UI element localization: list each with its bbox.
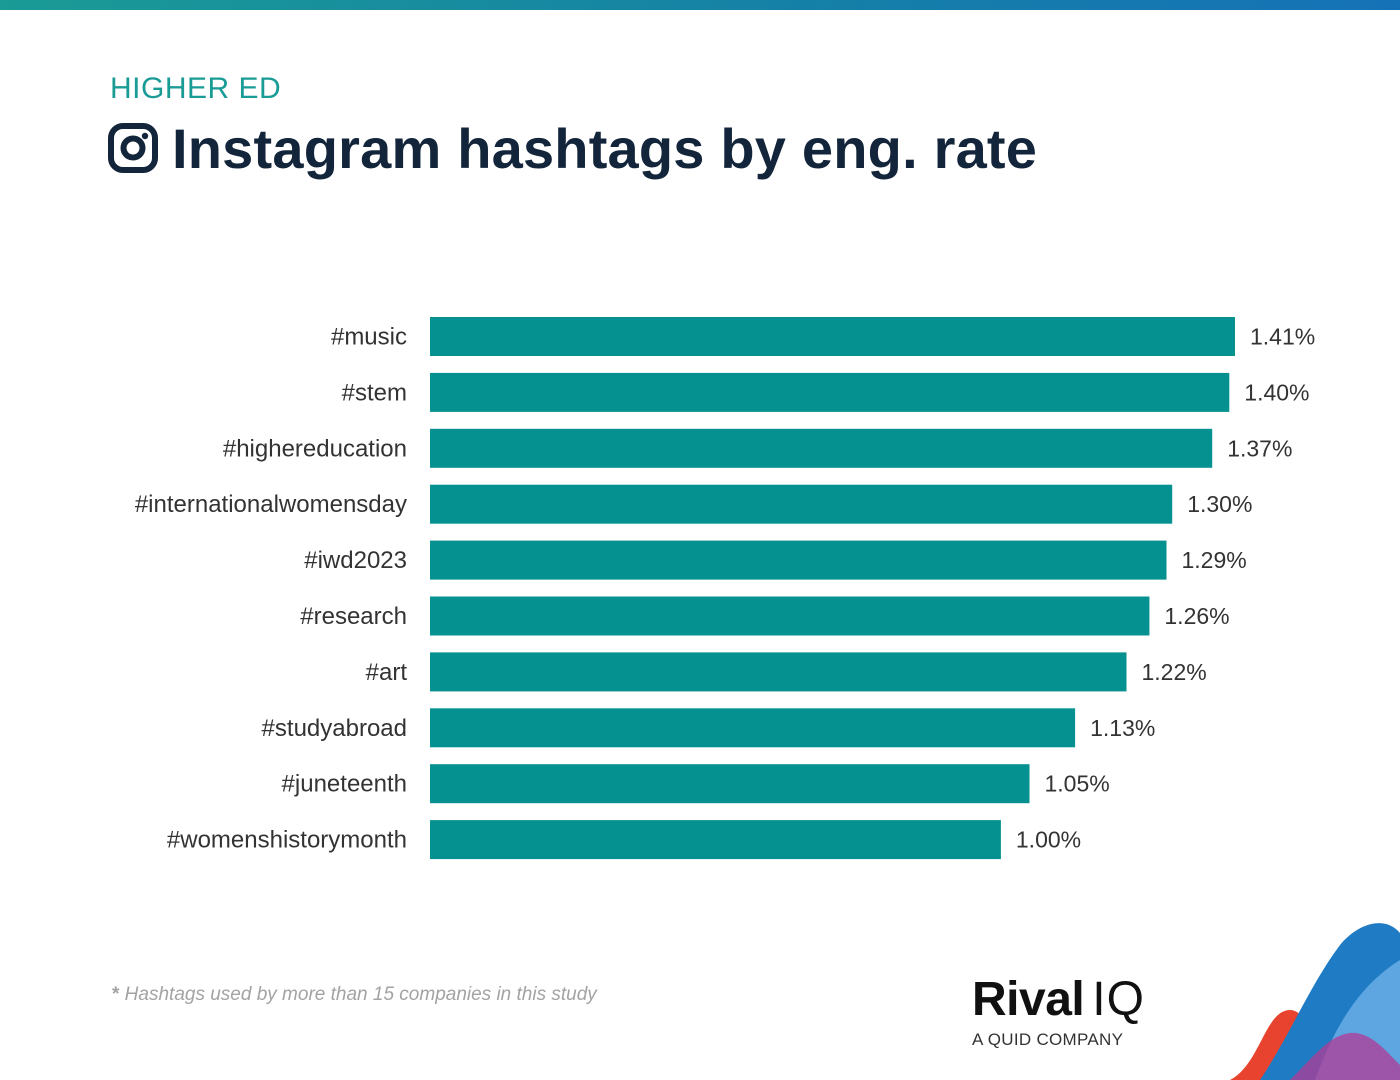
bar-internationalwomensday bbox=[430, 484, 1173, 524]
brand-tagline: A QUID COMPANY bbox=[972, 1030, 1124, 1049]
value-label: 1.13% bbox=[1090, 715, 1155, 741]
decorative-corner-wave bbox=[1230, 923, 1400, 1080]
brand-name-bold: Rival bbox=[972, 973, 1085, 1026]
category-label: #iwd2023 bbox=[304, 547, 407, 574]
footnote-star: * bbox=[112, 984, 120, 1005]
value-label: 1.40% bbox=[1244, 379, 1309, 405]
bar-womenshistorymonth bbox=[430, 820, 1001, 860]
value-label: 1.37% bbox=[1227, 435, 1292, 461]
top-accent-stripe bbox=[0, 0, 1400, 10]
category-label: #studyabroad bbox=[262, 715, 407, 742]
brand-name-light: IQ bbox=[1092, 973, 1145, 1026]
chart-title: Instagram hashtags by eng. rate bbox=[172, 116, 1038, 180]
category-label: #art bbox=[366, 659, 408, 686]
bar-research bbox=[430, 596, 1150, 636]
bar-highereducation bbox=[430, 428, 1213, 468]
value-label: 1.00% bbox=[1016, 827, 1081, 853]
category-label: #music bbox=[331, 324, 407, 351]
value-label: 1.26% bbox=[1164, 603, 1229, 629]
footnote: * Hashtags used by more than 15 companie… bbox=[112, 984, 597, 1006]
value-label: 1.30% bbox=[1187, 491, 1252, 517]
category-label: #internationalwomensday bbox=[135, 491, 407, 518]
value-label: 1.22% bbox=[1142, 659, 1207, 685]
brand-logo: Rival IQ A QUID COMPANY bbox=[972, 972, 1212, 1050]
value-label: 1.41% bbox=[1250, 324, 1315, 350]
category-label: #juneteenth bbox=[282, 771, 407, 798]
instagram-icon bbox=[108, 123, 158, 173]
category-eyebrow: HIGHER ED bbox=[110, 72, 282, 105]
bar-studyabroad bbox=[430, 708, 1076, 748]
bar-stem bbox=[430, 372, 1230, 412]
bar-iwd2023 bbox=[430, 540, 1167, 580]
footnote-text: Hashtags used by more than 15 companies … bbox=[119, 984, 597, 1005]
category-label: #highereducation bbox=[223, 435, 407, 462]
bar-art bbox=[430, 652, 1127, 692]
brand-name: Rival IQ bbox=[972, 972, 1212, 1028]
title-row: Instagram hashtags by eng. rate bbox=[108, 113, 1037, 183]
value-label: 1.05% bbox=[1045, 771, 1110, 797]
category-label: #womenshistorymonth bbox=[167, 827, 407, 854]
category-label: #research bbox=[300, 603, 407, 630]
bar-music bbox=[430, 317, 1235, 356]
category-label: #stem bbox=[342, 379, 407, 406]
value-label: 1.29% bbox=[1182, 547, 1247, 573]
bar-juneteenth bbox=[430, 764, 1030, 804]
